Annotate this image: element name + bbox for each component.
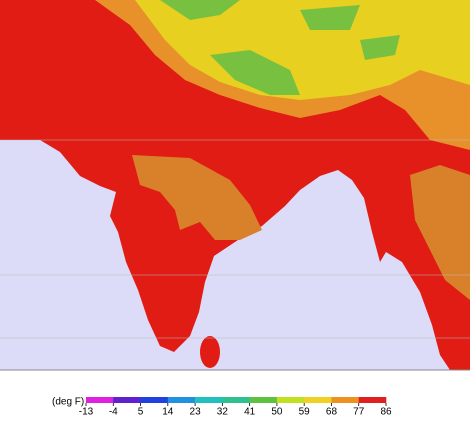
tick-label: -4 (109, 407, 118, 418)
tick-label: 59 (299, 407, 311, 418)
tick-label: 23 (190, 407, 202, 418)
colorbar-segment (358, 397, 387, 403)
tick-label: 77 (353, 407, 365, 418)
colorbar-segment (276, 397, 305, 403)
tick-label: 5 (138, 407, 144, 418)
mountain-green (160, 0, 400, 95)
tick-label: 41 (244, 407, 256, 418)
colorbar-segment (331, 397, 360, 403)
tick-label: 14 (162, 407, 174, 418)
colorbar-segment (140, 397, 169, 403)
colorbar-segment (249, 397, 278, 403)
colorbar: -13 -4 5 14 23 32 41 50 59 68 77 86 (79, 397, 392, 418)
mountain-yellow (135, 0, 470, 100)
colorbar-segment (86, 397, 114, 403)
sri-lanka (200, 336, 220, 368)
tick-label: 32 (217, 407, 229, 418)
colorbar-segment (113, 397, 141, 403)
tick-label: 86 (380, 407, 392, 418)
colorbar-segment (222, 397, 250, 403)
colorbar-segment (195, 397, 223, 403)
tick-label: 68 (326, 407, 338, 418)
colorbar-segment (304, 397, 332, 403)
colorbar-segment (167, 397, 196, 403)
tick-label: 50 (271, 407, 283, 418)
warm-patch (132, 155, 262, 240)
warm-east (410, 165, 470, 300)
tick-label: -13 (79, 407, 94, 418)
legend-unit: (deg F) (52, 397, 84, 408)
